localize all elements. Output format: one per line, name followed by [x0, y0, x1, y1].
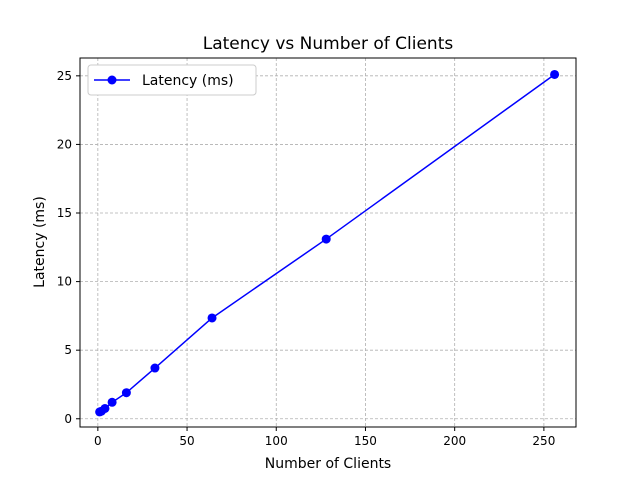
series-layer — [95, 69, 560, 417]
data-point — [207, 313, 217, 323]
y-tick-label: 20 — [57, 137, 72, 151]
legend: Latency (ms) — [87, 64, 257, 96]
y-axis-label: Latency (ms) — [32, 196, 48, 288]
data-point — [321, 234, 331, 244]
x-tick-label: 50 — [179, 434, 194, 448]
data-point — [150, 363, 160, 373]
data-point — [107, 397, 117, 407]
x-tick-label: 100 — [265, 434, 288, 448]
x-tick-label: 150 — [354, 434, 377, 448]
chart-title: Latency vs Number of Clients — [203, 34, 454, 54]
data-point — [100, 403, 110, 413]
y-tick-label: 15 — [57, 206, 72, 220]
grid — [80, 58, 576, 427]
data-point — [550, 69, 560, 79]
x-tick-label: 250 — [532, 434, 555, 448]
x-axis-label: Number of Clients — [265, 456, 391, 472]
x-tick-label: 200 — [443, 434, 466, 448]
y-tick-label: 25 — [57, 69, 72, 83]
plot-frame — [79, 57, 577, 428]
axis-ticks: 0 50 100 150 200 250 0 5 10 15 20 25 — [57, 69, 556, 448]
y-tick-label: 0 — [64, 412, 72, 426]
y-tick-label: 5 — [64, 343, 72, 357]
data-point — [121, 388, 131, 398]
x-tick-label: 0 — [94, 434, 102, 448]
y-tick-label: 10 — [57, 275, 72, 289]
legend-marker-swatch — [107, 75, 117, 85]
legend-label: Latency (ms) — [142, 73, 234, 89]
legend-box — [87, 64, 257, 96]
